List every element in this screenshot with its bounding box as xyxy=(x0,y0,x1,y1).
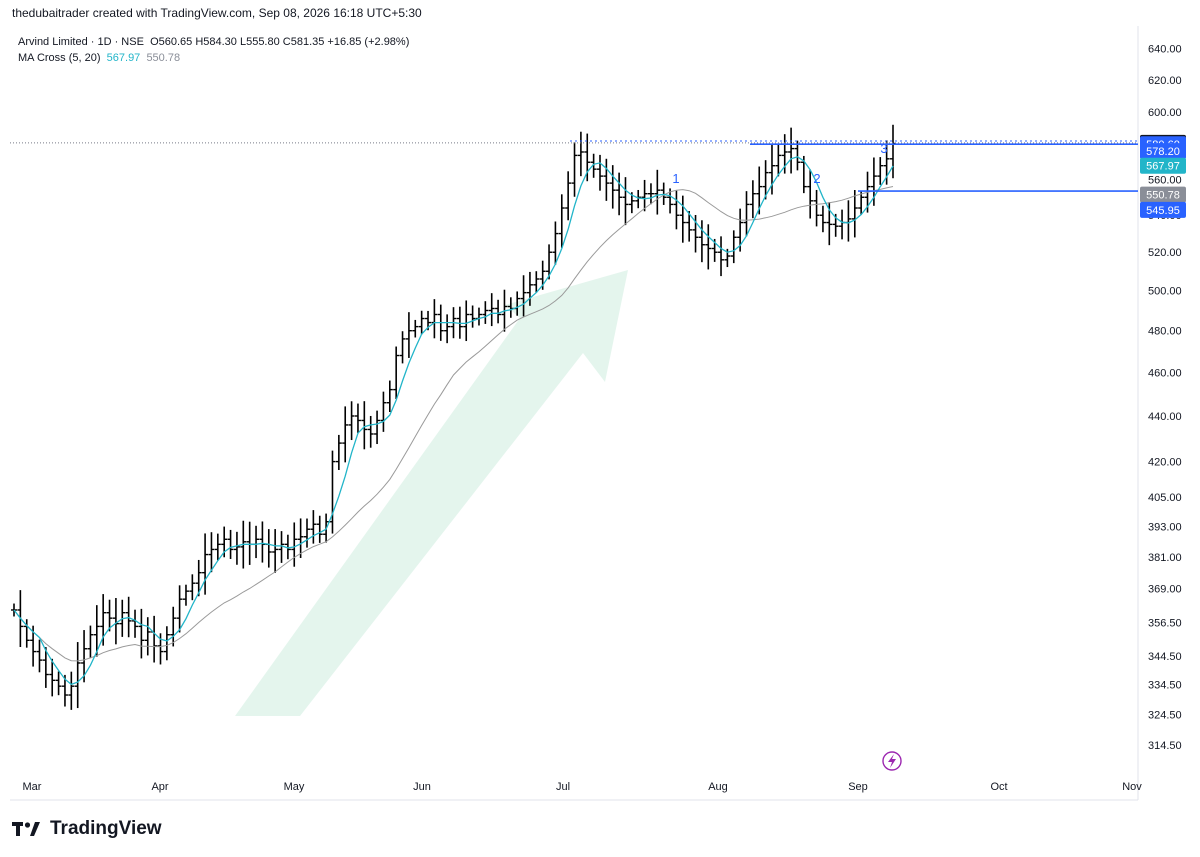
y-tick-label: 600.00 xyxy=(1148,107,1182,119)
y-tick-label: 334.50 xyxy=(1148,680,1182,692)
y-tick-label: 356.50 xyxy=(1148,617,1182,629)
y-tick-label: 369.00 xyxy=(1148,583,1182,595)
x-tick-label: Mar xyxy=(23,781,42,793)
x-tick-label: Jun xyxy=(413,781,431,793)
wave-label[interactable]: 1 xyxy=(672,171,679,186)
price-tag-label: 567.97 xyxy=(1146,161,1180,173)
y-tick-label: 460.00 xyxy=(1148,367,1182,379)
indicator-row: MA Cross (5, 20) 567.97 550.78 xyxy=(18,50,409,66)
wave-label[interactable]: 3 xyxy=(880,141,887,156)
ma-slow-line[interactable] xyxy=(13,186,894,662)
alert-icon[interactable] xyxy=(882,751,902,771)
price-tag xyxy=(1140,157,1186,174)
price-tag-label: 550.78 xyxy=(1146,190,1180,202)
x-tick-label: Oct xyxy=(990,781,1007,793)
lightning-icon xyxy=(888,754,896,768)
ohlc-values: O560.65 H584.30 L555.80 C581.35 +16.85 (… xyxy=(150,36,410,48)
ma-fast-value: 567.97 xyxy=(106,52,141,64)
price-tag xyxy=(1140,186,1186,203)
trend-arrow-annotation xyxy=(235,270,628,716)
y-tick-label: 500.00 xyxy=(1148,286,1182,298)
y-tick-label: 420.00 xyxy=(1148,457,1182,469)
wave-label[interactable]: 2 xyxy=(813,171,820,186)
y-tick-label: 393.00 xyxy=(1148,522,1182,534)
chart-legend: Arvind Limited · 1D · NSE O560.65 H584.3… xyxy=(18,34,409,66)
y-tick-label: 314.50 xyxy=(1148,740,1182,752)
price-tag xyxy=(1140,201,1186,218)
y-tick-label: 440.00 xyxy=(1148,411,1182,423)
indicator-name[interactable]: MA Cross (5, 20) xyxy=(18,52,101,64)
symbol-row: Arvind Limited · 1D · NSE O560.65 H584.3… xyxy=(18,34,409,50)
y-tick-label: 620.00 xyxy=(1148,75,1182,87)
tradingview-logo-icon xyxy=(12,822,40,836)
y-tick-label: 344.50 xyxy=(1148,651,1182,663)
y-tick-label: 405.00 xyxy=(1148,492,1182,504)
x-tick-label: Jul xyxy=(556,781,570,793)
y-tick-label: 560.00 xyxy=(1148,175,1182,187)
x-tick-label: Nov xyxy=(1122,781,1142,793)
y-tick-label: 520.00 xyxy=(1148,247,1182,259)
y-tick-label: 640.00 xyxy=(1148,44,1182,56)
ma-slow-value: 550.78 xyxy=(146,52,181,64)
y-tick-label: 324.50 xyxy=(1148,709,1182,721)
symbol-label[interactable]: Arvind Limited · 1D · NSE xyxy=(18,36,144,48)
y-tick-label: 381.00 xyxy=(1148,552,1182,564)
attribution-text: thedubaitrader created with TradingView.… xyxy=(12,6,422,20)
x-tick-label: Apr xyxy=(151,781,168,793)
x-tick-label: May xyxy=(284,781,305,793)
price-tag-label: 578.20 xyxy=(1146,146,1180,158)
price-tag-label: 545.95 xyxy=(1146,205,1180,217)
y-tick-label: 480.00 xyxy=(1148,326,1182,338)
tradingview-brand[interactable]: TradingView xyxy=(12,818,162,840)
brand-name: TradingView xyxy=(50,818,162,839)
ma-fast-line[interactable] xyxy=(13,156,894,686)
x-tick-label: Sep xyxy=(848,781,868,793)
price-tag xyxy=(1140,143,1186,160)
x-tick-label: Aug xyxy=(708,781,728,793)
